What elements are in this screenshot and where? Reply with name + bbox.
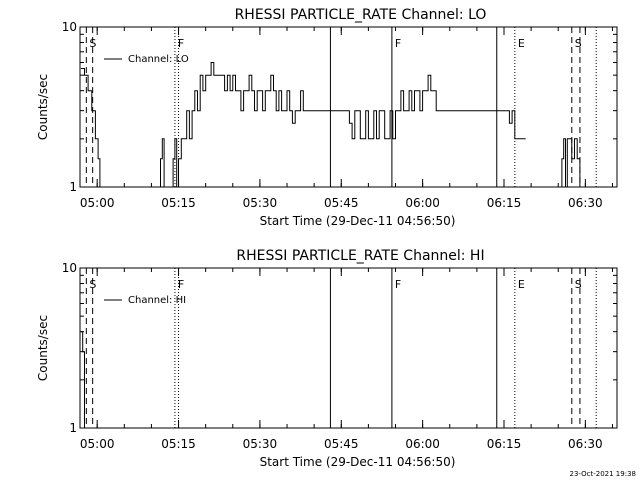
event-marker-label: S <box>575 37 582 50</box>
y-tick-label: 10 <box>62 261 77 275</box>
series-line <box>80 62 581 188</box>
x-tick-label: 05:00 <box>80 437 115 451</box>
y-tick-label: 1 <box>69 421 77 435</box>
event-marker-label: E <box>518 278 525 291</box>
event-marker-label: E <box>518 37 525 50</box>
event-marker-label: F <box>395 37 401 50</box>
x-tick-label: 05:15 <box>161 437 196 451</box>
x-tick-label: 06:00 <box>405 437 440 451</box>
y-axis-label: Counts/sec <box>36 74 50 140</box>
x-axis-label: Start Time (29-Dec-11 04:56:50) <box>260 455 456 469</box>
y-tick-label: 1 <box>69 180 77 194</box>
event-marker-label: S <box>575 278 582 291</box>
footer-timestamp: 23-Oct-2021 19:38 <box>570 470 636 478</box>
event-marker-label: F <box>178 278 184 291</box>
plot-frame <box>79 26 618 188</box>
panel-lo: RHESSI PARTICLE_RATE Channel: LO Counts/s… <box>36 7 618 228</box>
x-tick-label: 06:30 <box>568 196 603 210</box>
plot-frame <box>79 267 618 429</box>
x-axis-label: Start Time (29-Dec-11 04:56:50) <box>260 214 456 228</box>
x-tick-label: 05:30 <box>243 196 278 210</box>
y-tick-label: 10 <box>62 20 77 34</box>
x-tick-label: 06:15 <box>487 196 522 210</box>
x-tick-label: 06:15 <box>487 437 522 451</box>
event-marker-label: S <box>89 278 96 291</box>
x-tick-label: 05:15 <box>161 196 196 210</box>
chart-title: RHESSI PARTICLE_RATE Channel: LO <box>235 7 487 23</box>
event-marker-label: F <box>395 278 401 291</box>
event-marker-label: S <box>89 37 96 50</box>
event-marker-label: F <box>178 37 184 50</box>
panel-hi: RHESSI PARTICLE_RATE Channel: HI Counts/s… <box>36 248 618 469</box>
legend-label: Channel: HI <box>128 295 186 306</box>
series-line <box>80 331 85 428</box>
y-axis-label: Counts/sec <box>36 315 50 381</box>
x-tick-label: 06:00 <box>405 196 440 210</box>
x-tick-label: 06:30 <box>568 437 603 451</box>
x-tick-label: 05:00 <box>80 196 115 210</box>
chart-title: RHESSI PARTICLE_RATE Channel: HI <box>236 248 484 264</box>
x-tick-label: 05:45 <box>324 196 359 210</box>
x-tick-label: 05:30 <box>243 437 278 451</box>
legend-label: Channel: LO <box>128 54 189 65</box>
x-tick-label: 05:45 <box>324 437 359 451</box>
